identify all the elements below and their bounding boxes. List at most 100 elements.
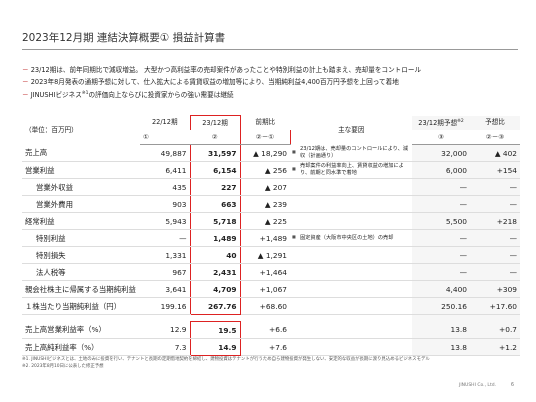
spacer-cell	[240, 315, 290, 322]
spacer-cell	[412, 314, 470, 322]
title: 2023年12月期 連結決算概要① 損益計算書	[22, 32, 226, 44]
cell: ▲ 402	[470, 144, 520, 162]
table-row: 特別損失 1,331 40 ▲ 1,291 — —	[22, 246, 520, 264]
note-ref: ※1	[81, 91, 89, 96]
cell: 3,641	[140, 280, 190, 298]
factor: 23/12期は、売却量のコントロールにより、減収（計画通り）	[290, 144, 412, 162]
cell: 49,887	[140, 144, 190, 162]
factor	[290, 195, 412, 213]
cell: —	[412, 178, 470, 196]
table-row: 売上高純利益率（%） 7.3 14.9 +7.6 13.8 +1.2	[22, 338, 520, 356]
cell: —	[412, 229, 470, 247]
cell: ▲ 225	[240, 212, 290, 230]
cell: 12.9	[140, 321, 190, 339]
cell: 227	[189, 178, 241, 196]
column-number: ③	[412, 130, 470, 145]
table-row: 売上高営業利益率（%） 12.9 19.5 +6.6 13.8 +0.7	[22, 321, 520, 339]
cell: 199.16	[140, 297, 190, 315]
row-label: 特別利益	[22, 229, 140, 247]
column-number-text: ③	[438, 132, 444, 141]
cell: +7.6	[240, 338, 290, 356]
spacer-row	[22, 314, 520, 322]
rule	[22, 49, 518, 50]
cell: ▲ 256	[240, 161, 290, 179]
factor	[290, 246, 412, 264]
factor: 固定資産（大阪市中央区の土地）の売却	[290, 229, 412, 247]
cell: +6.6	[240, 321, 290, 339]
cell: +68.60	[240, 297, 290, 315]
spacer	[22, 314, 520, 322]
bullet: 2023年8月発表の通期予想に対して、仕入拡大による賃貸収益の増加等により、当期…	[22, 76, 421, 88]
cell: 903	[140, 195, 190, 213]
unit: （単位：百万円）	[25, 125, 78, 134]
bullet-text: 2023年8月発表の通期予想に対して、仕入拡大による賃貸収益の増加等により、当期…	[30, 78, 399, 86]
table-row: 営業外費用 903 663 ▲ 239 — —	[22, 195, 520, 213]
footnote: ※2. 2023年8月10日に公表した修正予想	[22, 363, 104, 369]
cell: 6,154	[189, 161, 241, 179]
cell: 13.8	[412, 338, 470, 356]
row-label: 法人税等	[22, 263, 140, 281]
cell: 5,943	[140, 212, 190, 230]
column-header: 主な要因	[338, 125, 365, 134]
pl-table: （単位：百万円） 22/12期 23/12期 前期比 主な要因 23/12期予想※2 予想比…	[22, 115, 520, 356]
row-label: 営業外費用	[22, 195, 140, 213]
cell: 967	[140, 263, 190, 281]
row-label: 営業外収益	[22, 178, 140, 196]
cell: ▲ 18,290	[240, 144, 290, 162]
cell: 2,431	[189, 263, 241, 281]
column-number-text: ②	[211, 132, 218, 141]
cell: 267.76	[189, 297, 241, 315]
cell: 40	[189, 246, 241, 264]
cell: +1,464	[240, 263, 290, 281]
table-row: 親会社株主に帰属する当期純利益 3,641 4,709 +1,067 4,400 +309	[22, 280, 520, 298]
cell: 31,597	[189, 144, 241, 162]
table-row: 特別利益—1,489+1,489固定資産（大阪市中央区の土地）の売却——	[22, 229, 520, 247]
factor	[290, 297, 412, 315]
cell: +218	[470, 212, 520, 230]
factor	[290, 321, 412, 339]
note-ref: ※2	[457, 119, 464, 125]
bullet-text: 23/12期は、前年同期比で減収増益。 大型かつ高利益率の売却案件があったことや…	[30, 66, 422, 74]
cell: 1,489	[189, 229, 241, 247]
cell: —	[140, 229, 190, 247]
bullets: 23/12期は、前年同期比で減収増益。 大型かつ高利益率の売却案件があったことや…	[22, 64, 421, 101]
spacer-cell	[290, 315, 412, 322]
row-label: 売上高	[22, 144, 140, 162]
cell: +1,489	[240, 229, 290, 247]
table-row: １株当たり当期純利益（円） 199.16 267.76 +68.60 250.16 +17…	[22, 297, 520, 315]
table-row: 経常利益 5,943 5,718 ▲ 225 5,500 +218	[22, 212, 520, 230]
cell: ▲ 1,291	[240, 246, 290, 264]
cell: 5,500	[412, 212, 470, 230]
row-label: 親会社株主に帰属する当期純利益	[22, 280, 140, 298]
cell: 1,331	[140, 246, 190, 264]
table-row: 法人税等 967 2,431 +1,464 — —	[22, 263, 520, 281]
row-label: 特別損失	[22, 246, 140, 264]
bullet: JINUSHIビジネス※1の評価向上ならびに投資家からの強い需要は継続	[22, 88, 421, 101]
cell: 19.5	[189, 321, 241, 339]
row-label: 営業利益	[22, 161, 140, 179]
cell: 435	[140, 178, 190, 196]
row-label: 経常利益	[22, 212, 140, 230]
bullet-text: の評価向上ならびに投資家からの強い需要は継続	[88, 91, 234, 100]
header-row: （単位：百万円） 22/12期 23/12期 前期比 主な要因 23/12期予想※2 予想比	[22, 115, 520, 134]
page-number: 6	[510, 382, 514, 388]
table-head: （単位：百万円） 22/12期 23/12期 前期比 主な要因 23/12期予想※2 予想比…	[22, 115, 520, 145]
footnote: ※1. JINUSHIビジネスとは、土地のみに投資を行い、テナントと長期の定期借…	[22, 357, 430, 362]
column-header: 23/12期予想※2	[412, 115, 470, 130]
cell: —	[470, 195, 520, 213]
cell: 7.3	[140, 338, 190, 356]
column-header: 前期比	[255, 118, 276, 127]
cell: —	[470, 229, 520, 247]
row-label: 売上高営業利益率（%）	[22, 321, 140, 339]
cell: —	[470, 246, 520, 264]
spacer-cell	[22, 315, 140, 322]
cell: +154	[470, 161, 520, 179]
cell: 6,000	[412, 161, 470, 179]
cell: —	[470, 263, 520, 281]
column-number: ②－①	[239, 130, 291, 145]
cell: ▲ 239	[240, 195, 290, 213]
column-number-text: ②－③	[485, 132, 505, 141]
cell: +1,067	[240, 280, 290, 298]
